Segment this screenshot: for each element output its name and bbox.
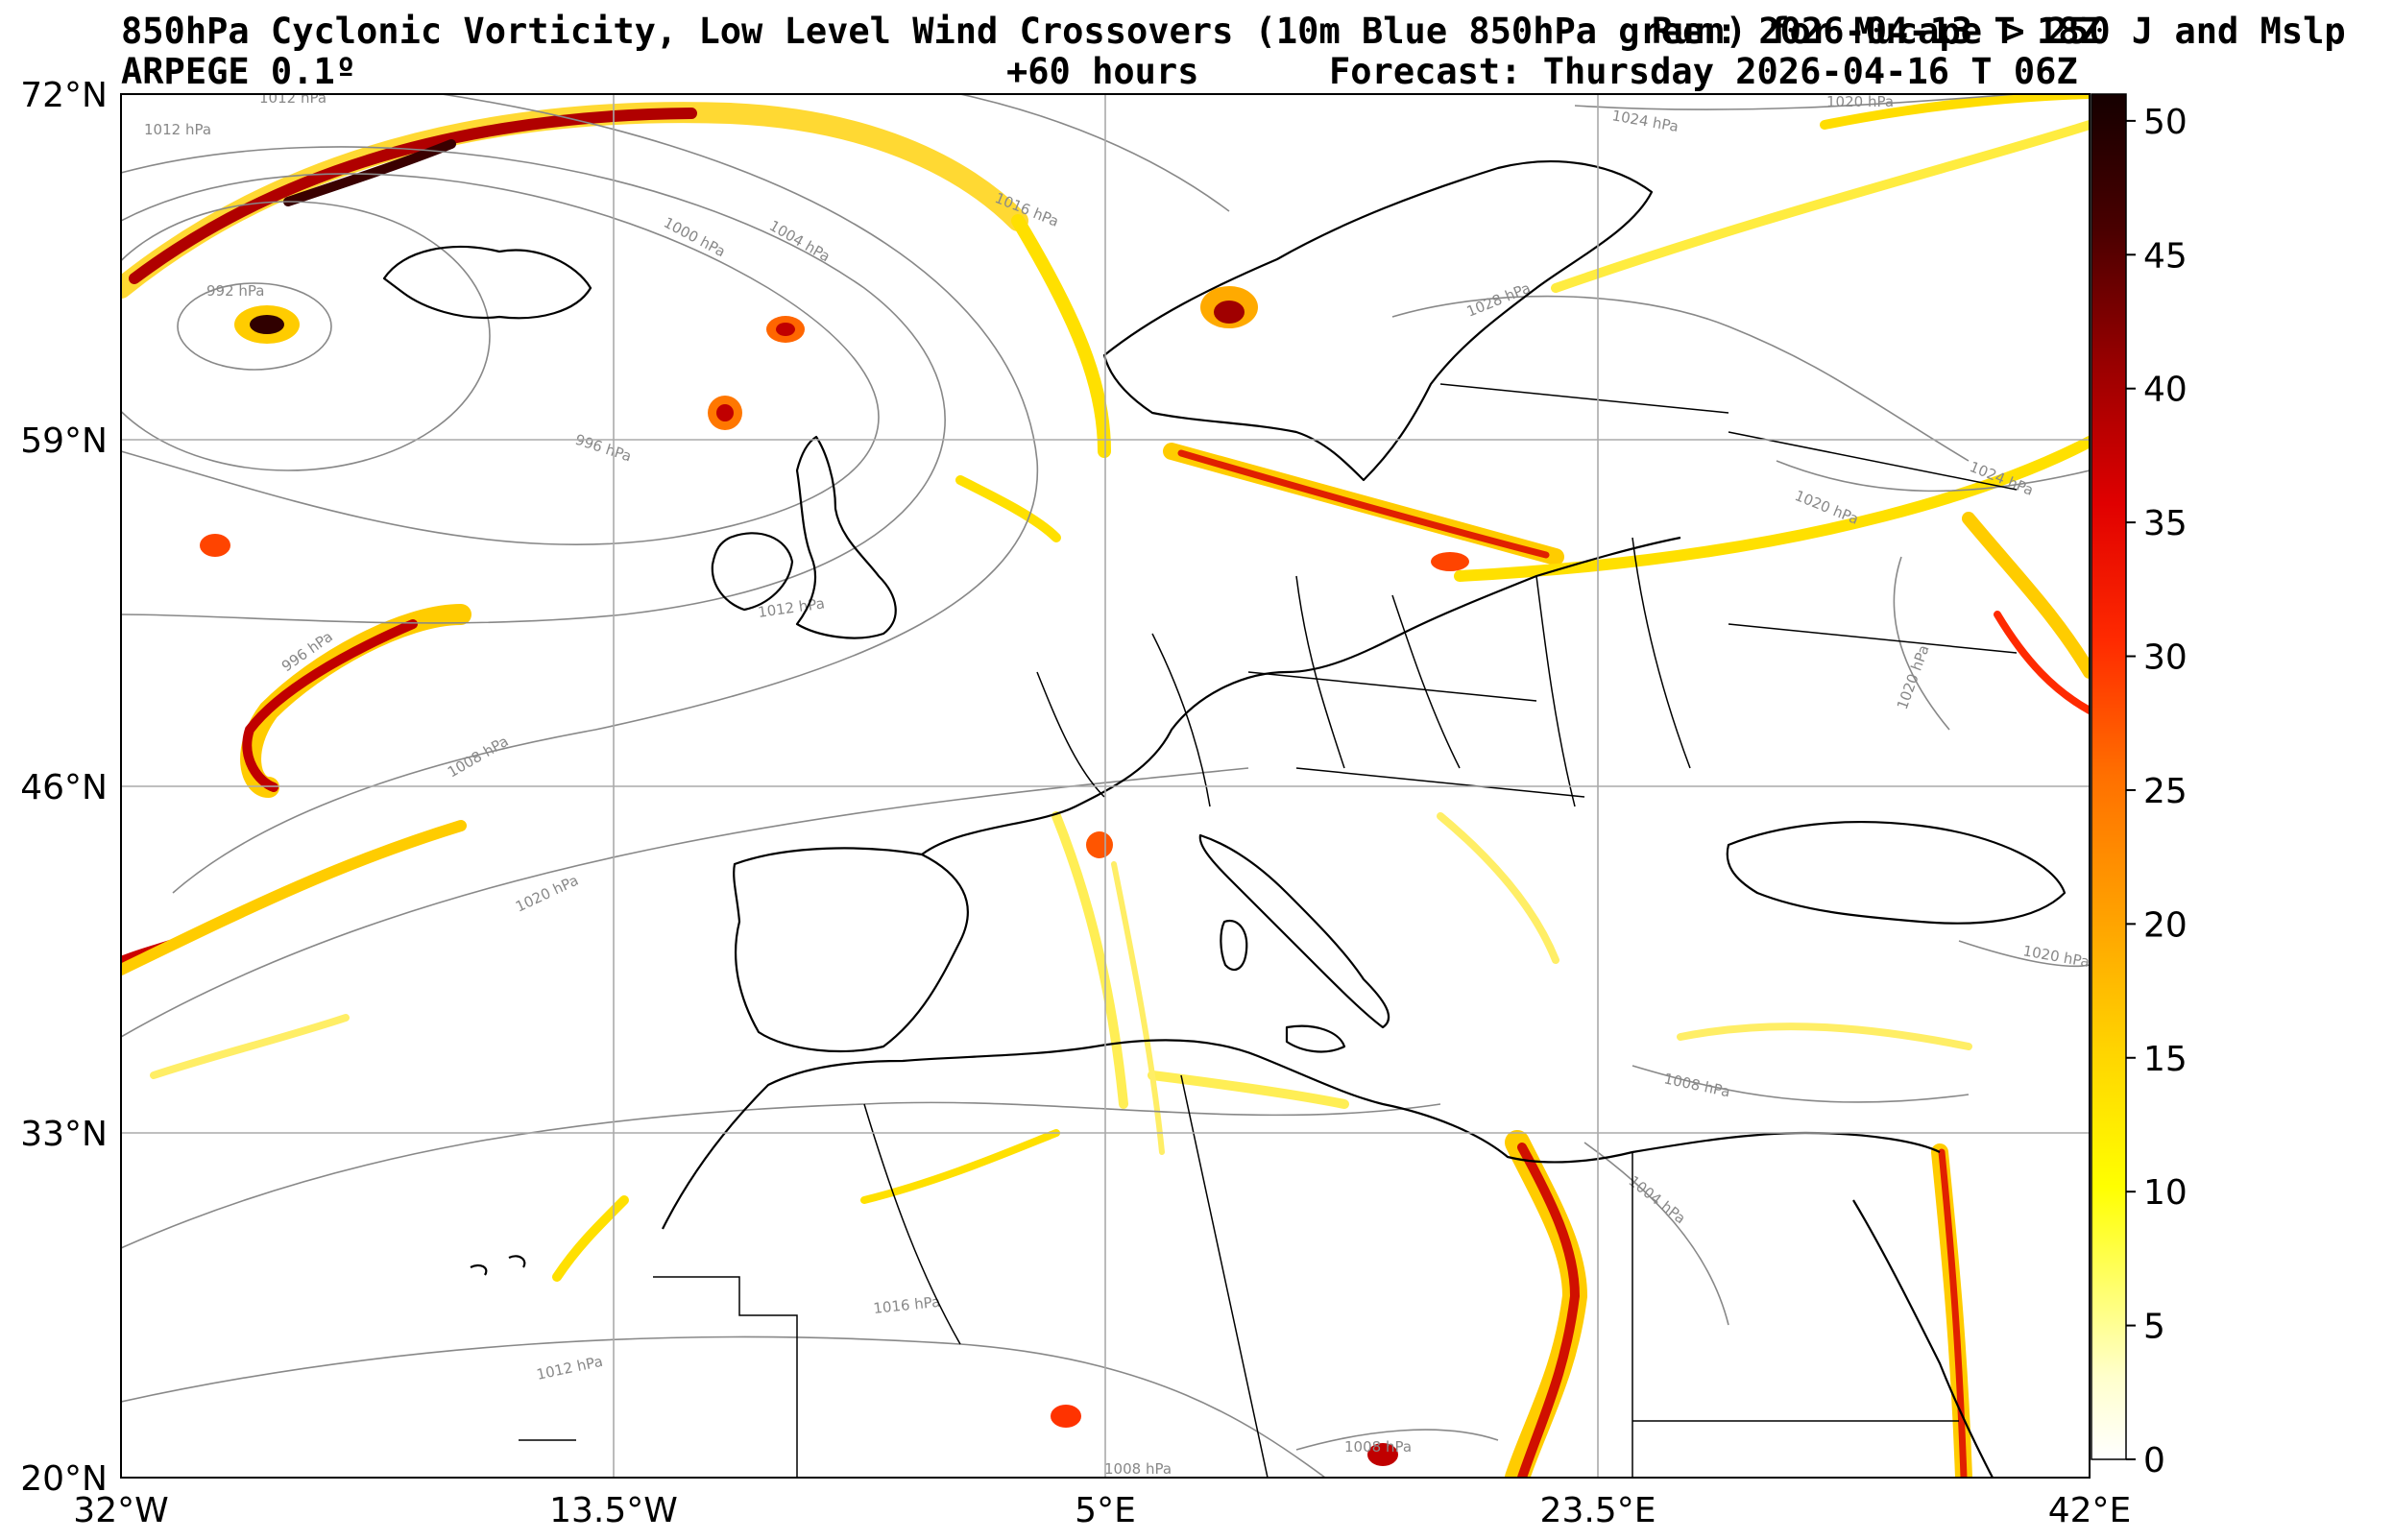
- colorbar-tick-label: 10: [2143, 1173, 2188, 1213]
- colorbar-tick-label: 5: [2143, 1308, 2165, 1347]
- lon-label: 42°E: [2048, 1491, 2132, 1530]
- sardinia-outline: [1220, 919, 1248, 972]
- colorbar-tick-label: 20: [2143, 905, 2188, 945]
- colorbar-tick-label: 15: [2143, 1040, 2188, 1079]
- isobar-lines: [121, 94, 2090, 1478]
- model-name: ARPEGE 0.1º: [121, 51, 357, 92]
- lat-label: 20°N: [20, 1459, 108, 1499]
- vorticity-field: [121, 94, 2090, 1478]
- isobar-label: 1012 hPa: [144, 121, 211, 138]
- europe-coast-outline: [921, 536, 1681, 855]
- canary-islands-outline: [470, 1255, 526, 1276]
- red-sea-outline: [1852, 1199, 1994, 1478]
- colorbar-tick-label: 45: [2143, 236, 2188, 276]
- isobar-label: 992 hPa: [206, 282, 264, 300]
- iceland-outline: [382, 245, 592, 320]
- lon-label: 13.5°W: [549, 1491, 678, 1530]
- iberia-outline: [733, 847, 969, 1053]
- lat-label: 72°N: [20, 76, 108, 115]
- north-africa-coast-outline: [662, 1039, 1941, 1230]
- sicily-outline: [1285, 1024, 1346, 1053]
- lead-time: +60 hours: [1006, 51, 1199, 92]
- colorbar-tick-label: 35: [2143, 504, 2188, 543]
- colorbar-tick-label: 30: [2143, 638, 2188, 678]
- run-info: Run: 2026-04-13 T 18Z: [1652, 11, 2101, 52]
- map-frame: [120, 93, 2091, 1479]
- colorbar-tick-label: 40: [2143, 371, 2188, 410]
- lon-label: 23.5°E: [1540, 1491, 1656, 1530]
- colorbar: 0 5 10 15 20 25 30 35 40 45 50: [2091, 93, 2188, 1480]
- ireland-outline: [711, 532, 794, 612]
- lon-label: 5°E: [1075, 1491, 1136, 1530]
- lat-label: 46°N: [20, 768, 108, 807]
- lat-label: 33°N: [20, 1115, 108, 1154]
- forecast-time: Forecast: Thursday 2026-04-16 T 06Z: [1329, 51, 2078, 92]
- colorbar-tick-label: 50: [2143, 103, 2188, 142]
- colorbar-gradient: [2091, 93, 2127, 1460]
- colorbar-ticks: 0 5 10 15 20 25 30 35 40 45 50: [2126, 103, 2188, 1480]
- black-sea-outline: [1726, 820, 2067, 925]
- isobar-label: 1008 hPa: [1344, 1438, 1412, 1456]
- isobar-label: 1020 hPa: [1826, 93, 1894, 110]
- coastlines: [382, 160, 2067, 1478]
- isobar-label: 1008 hPa: [1104, 1460, 1172, 1478]
- lon-label: 32°W: [73, 1491, 168, 1530]
- lat-labels: 72°N 59°N 46°N 33°N 20°N: [20, 76, 108, 1499]
- italy-outline: [1198, 833, 1390, 1029]
- colorbar-tick-label: 25: [2143, 772, 2188, 811]
- lon-labels: 32°W 13.5°W 5°E 23.5°E 42°E: [73, 1491, 2131, 1530]
- lat-label: 59°N: [20, 421, 108, 461]
- colorbar-tick-label: 0: [2143, 1441, 2165, 1480]
- scandinavia-outline: [1102, 160, 1654, 482]
- country-borders: [519, 383, 2018, 1478]
- great-britain-outline: [795, 435, 897, 639]
- isobar-label: 1012 hPa: [259, 89, 326, 107]
- graticule: [121, 94, 2090, 1478]
- title-line-1: 850hPa Cyclonic Vorticity, Low Level Win…: [121, 11, 2346, 52]
